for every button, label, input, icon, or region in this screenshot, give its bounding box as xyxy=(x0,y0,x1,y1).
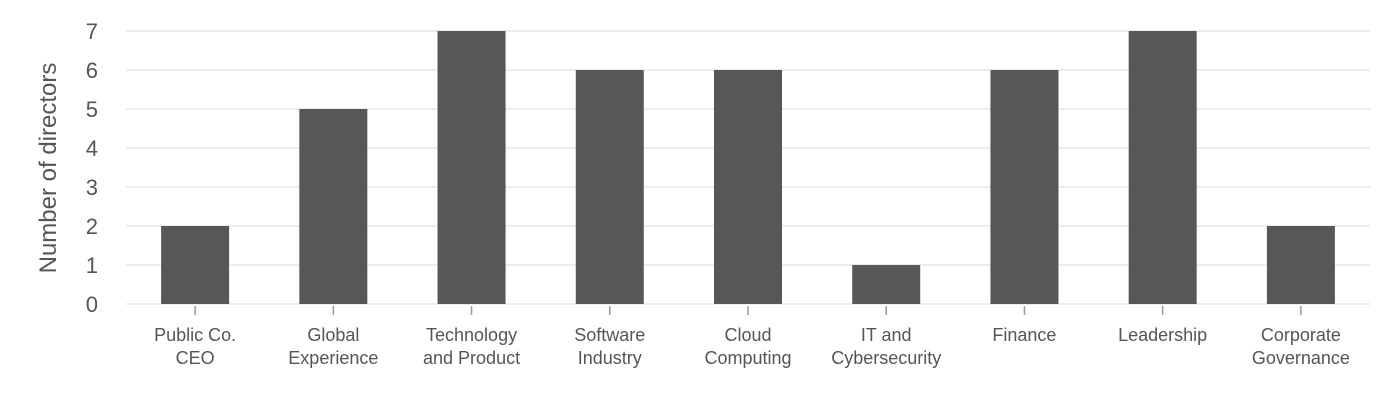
bar xyxy=(1266,226,1335,304)
x-tick-label: Global Experience xyxy=(288,325,378,368)
bar xyxy=(161,226,230,304)
x-tick-label: Cloud Computing xyxy=(704,325,791,368)
y-axis-title: Number of directors xyxy=(35,63,62,274)
x-tick-label: Technology and Product xyxy=(423,325,520,368)
y-axis-ticks: 0 1 2 3 4 5 6 7 xyxy=(86,19,98,317)
bar xyxy=(990,70,1059,304)
bar xyxy=(437,31,506,304)
y-tick-label: 1 xyxy=(86,253,98,278)
x-tick-label: Corporate Governance xyxy=(1252,325,1350,368)
bar xyxy=(714,70,782,304)
bar xyxy=(1128,31,1197,304)
x-tick-label: Software Industry xyxy=(574,325,645,368)
y-tick-label: 5 xyxy=(86,97,98,122)
bars xyxy=(161,31,1335,304)
y-tick-label: 3 xyxy=(86,175,98,200)
bar xyxy=(299,109,368,304)
x-axis-ticks: Public Co. CEO Global Experience Technology a… xyxy=(154,306,1350,368)
y-tick-label: 7 xyxy=(86,19,98,44)
x-tick-label: Public Co. CEO xyxy=(154,325,236,368)
x-tick-label: IT and Cybersecurity xyxy=(831,325,941,368)
y-tick-label: 4 xyxy=(86,136,98,161)
bar xyxy=(852,265,921,304)
x-tick-label: Finance xyxy=(992,325,1056,345)
y-tick-label: 0 xyxy=(86,292,98,317)
bar xyxy=(575,70,644,304)
x-tick-label: Leadership xyxy=(1118,325,1207,345)
y-tick-label: 6 xyxy=(86,58,98,83)
y-tick-label: 2 xyxy=(86,214,98,239)
